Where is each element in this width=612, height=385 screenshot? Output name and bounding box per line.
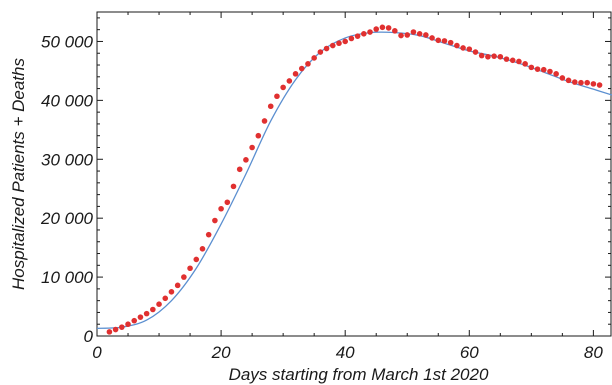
data-point [249, 144, 255, 151]
data-point [342, 38, 348, 45]
data-point [298, 65, 305, 72]
data-point [509, 57, 516, 64]
data-point [584, 79, 590, 86]
y-tick-label: 0 [84, 327, 94, 346]
data-point [472, 49, 479, 55]
y-tick-label: 10 000 [41, 268, 94, 287]
data-point [143, 310, 150, 317]
data-point [354, 33, 361, 39]
data-point [236, 166, 243, 173]
data-point [429, 35, 435, 41]
data-point [491, 53, 497, 59]
data-point [410, 29, 417, 35]
data-point [305, 61, 311, 67]
data-point [478, 52, 485, 59]
data-point [137, 314, 144, 320]
data-point [168, 289, 175, 295]
data-point [466, 46, 473, 52]
data-point [218, 205, 224, 212]
data-point [404, 32, 411, 38]
data-point [435, 37, 442, 44]
data-point [199, 246, 206, 252]
fit-curve-line [97, 31, 612, 329]
data-point [187, 265, 193, 272]
data-point [559, 75, 566, 81]
y-axis-title: Hospitalized Patients + Deaths [9, 58, 28, 290]
data-point [516, 58, 522, 65]
x-axis-title: Days starting from March 1st 2020 [229, 365, 489, 384]
data-point [385, 25, 392, 31]
data-point [497, 53, 504, 60]
data-point [392, 28, 398, 34]
data-point [336, 40, 342, 47]
x-tick-label: 0 [92, 343, 102, 362]
data-point [454, 42, 460, 49]
data-point [280, 84, 286, 91]
data-point [379, 24, 386, 31]
data-point [274, 93, 280, 100]
data-point [255, 132, 262, 139]
data-point [181, 274, 187, 280]
data-point [205, 231, 212, 238]
data-point [106, 329, 113, 335]
data-point [534, 66, 541, 72]
data-point [193, 256, 200, 263]
data-point [367, 29, 373, 35]
data-point [373, 26, 380, 32]
data-point [416, 30, 423, 37]
data-point [212, 217, 218, 224]
data-point [243, 157, 249, 163]
data-point [112, 326, 119, 333]
data-point [230, 183, 237, 190]
data-point [348, 35, 355, 42]
data-point [224, 199, 231, 206]
data-point [565, 77, 572, 84]
data-point [522, 61, 528, 67]
data-point [292, 71, 299, 77]
data-point [311, 55, 317, 61]
x-tick-label: 20 [211, 343, 231, 362]
data-point [174, 282, 181, 289]
data-point [317, 49, 324, 55]
data-point [547, 68, 553, 75]
data-point [540, 66, 547, 73]
data-point [578, 79, 584, 86]
data-point [553, 71, 559, 77]
data-point [329, 42, 336, 49]
plot-frame [96, 11, 612, 337]
x-tick-label: 40 [336, 343, 355, 362]
data-point [267, 103, 274, 110]
data-point [596, 82, 603, 88]
data-point [398, 32, 404, 39]
y-tick-label: 40 000 [41, 91, 94, 110]
y-tick-label: 20 000 [40, 209, 94, 228]
data-point [485, 53, 491, 60]
data-point [162, 295, 169, 302]
y-tick-label: 30 000 [41, 150, 94, 169]
data-point [441, 38, 448, 44]
data-point [125, 321, 131, 328]
x-tick-label: 60 [460, 343, 479, 362]
data-point [119, 324, 125, 330]
x-tick-label: 80 [584, 343, 603, 362]
data-point [261, 118, 268, 124]
data-point [323, 45, 330, 52]
data-point [447, 39, 454, 46]
data-point [361, 30, 367, 37]
data-point [528, 64, 535, 71]
data-point [571, 79, 578, 85]
data-point [590, 81, 597, 87]
data-point [150, 306, 156, 313]
data-point [423, 32, 429, 38]
data-point [131, 317, 138, 324]
data-point [503, 56, 510, 62]
data-point [460, 45, 466, 51]
y-tick-label: 50 000 [41, 32, 94, 51]
data-point [286, 78, 293, 84]
data-point [156, 301, 162, 307]
